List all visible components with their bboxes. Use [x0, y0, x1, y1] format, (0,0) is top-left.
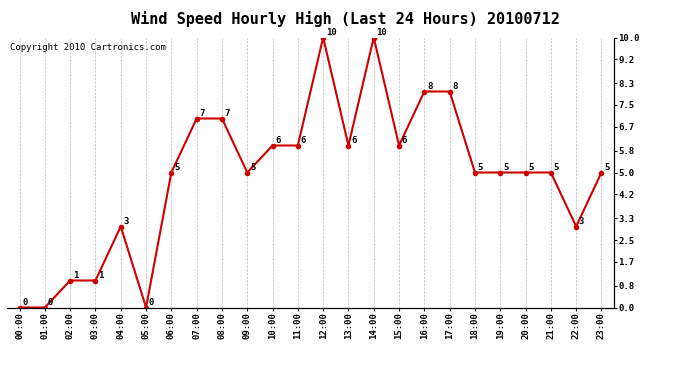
- Text: 6: 6: [351, 136, 357, 145]
- Text: 1: 1: [73, 271, 78, 280]
- Text: 6: 6: [301, 136, 306, 145]
- Text: 1: 1: [98, 271, 104, 280]
- Text: 5: 5: [250, 163, 255, 172]
- Text: 5: 5: [553, 163, 559, 172]
- Text: 0: 0: [22, 298, 28, 307]
- Text: 5: 5: [503, 163, 509, 172]
- Text: 8: 8: [427, 82, 433, 91]
- Text: 10: 10: [377, 28, 387, 37]
- Text: 5: 5: [477, 163, 483, 172]
- Text: 3: 3: [124, 217, 129, 226]
- Text: 5: 5: [174, 163, 179, 172]
- Text: 7: 7: [225, 109, 230, 118]
- Text: 6: 6: [402, 136, 407, 145]
- Text: Copyright 2010 Cartronics.com: Copyright 2010 Cartronics.com: [10, 43, 166, 52]
- Text: 6: 6: [275, 136, 281, 145]
- Text: 0: 0: [48, 298, 53, 307]
- Text: 8: 8: [453, 82, 457, 91]
- Text: 10: 10: [326, 28, 337, 37]
- Text: 0: 0: [149, 298, 154, 307]
- Text: 3: 3: [579, 217, 584, 226]
- Text: 5: 5: [529, 163, 533, 172]
- Text: 7: 7: [199, 109, 205, 118]
- Text: Wind Speed Hourly High (Last 24 Hours) 20100712: Wind Speed Hourly High (Last 24 Hours) 2…: [130, 11, 560, 27]
- Text: 5: 5: [604, 163, 609, 172]
